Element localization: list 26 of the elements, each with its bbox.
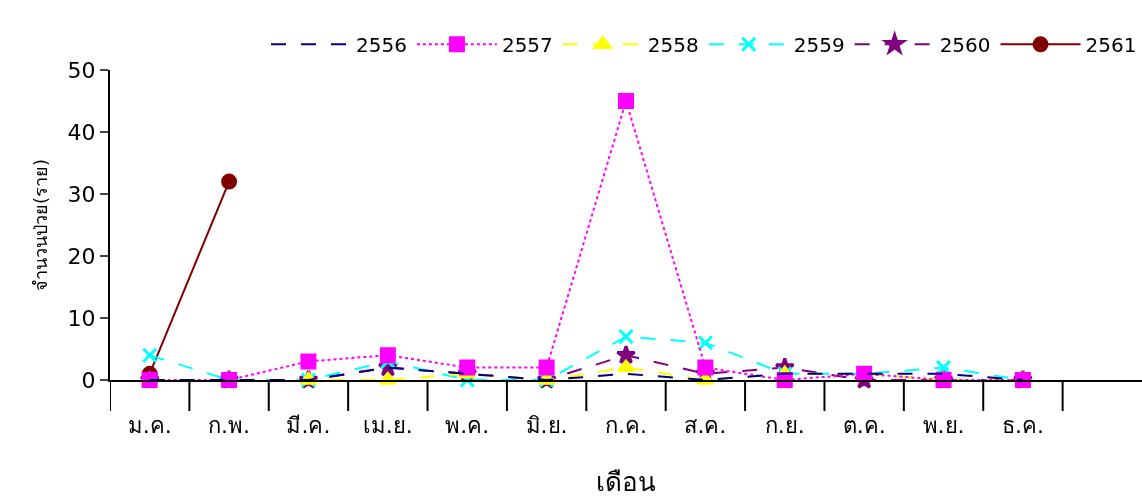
x-tick-label: ส.ค. bbox=[684, 413, 727, 439]
y-tick-label: 20 bbox=[67, 243, 96, 269]
y-tick-label: 40 bbox=[67, 119, 96, 145]
y-tick-label: 0 bbox=[81, 367, 96, 393]
x-tick-label: ก.ย. bbox=[764, 413, 805, 439]
legend-label: 2556 bbox=[356, 33, 407, 58]
x-tick-label: มี.ค. bbox=[286, 413, 331, 439]
x-tick-label: ต.ค. bbox=[842, 413, 886, 439]
legend-label: 2560 bbox=[939, 33, 991, 58]
x-tick-label: ธ.ค. bbox=[1001, 413, 1044, 439]
x-tick-label: เม.ย. bbox=[362, 413, 413, 439]
legend-label: 2561 bbox=[1085, 33, 1137, 58]
legend-label: 2557 bbox=[501, 33, 553, 58]
y-axis-title: จำนวนป่วย(ราย) bbox=[30, 158, 52, 292]
x-tick-label: ก.พ. bbox=[208, 413, 251, 439]
legend-label: 2558 bbox=[647, 33, 699, 58]
x-tick-label: มิ.ย. bbox=[525, 413, 568, 439]
y-tick-label: 30 bbox=[67, 181, 96, 207]
y-tick-label: 50 bbox=[67, 57, 96, 83]
x-tick-label: ม.ค. bbox=[127, 413, 172, 439]
legend-label: 2559 bbox=[793, 33, 845, 58]
y-tick-label: 10 bbox=[67, 305, 96, 331]
x-tick-label: พ.ค. bbox=[445, 413, 490, 439]
x-tick-label: ก.ค. bbox=[605, 413, 647, 439]
x-axis-title: เดือน bbox=[596, 467, 656, 497]
x-tick-label: พ.ย. bbox=[922, 413, 965, 439]
